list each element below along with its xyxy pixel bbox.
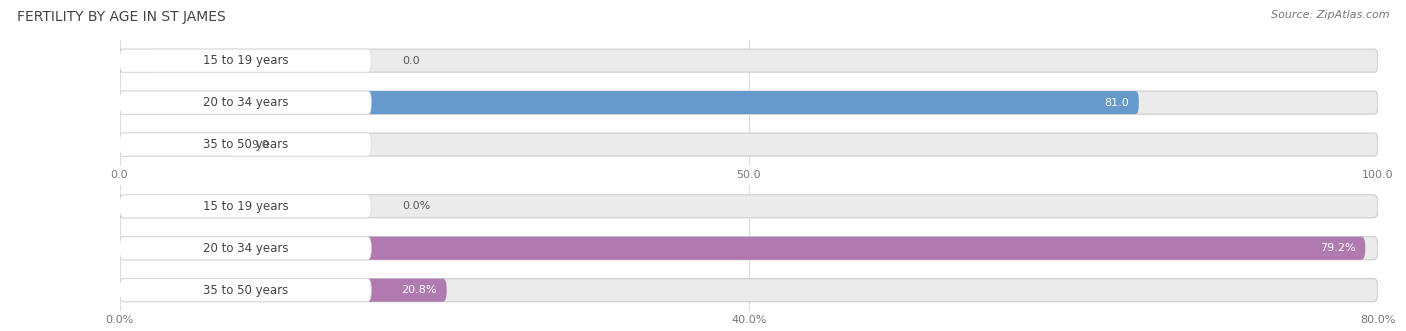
FancyBboxPatch shape	[120, 91, 371, 114]
Text: 35 to 50 years: 35 to 50 years	[202, 284, 288, 297]
Text: 81.0: 81.0	[1104, 98, 1129, 108]
Text: Source: ZipAtlas.com: Source: ZipAtlas.com	[1271, 10, 1389, 20]
Text: 15 to 19 years: 15 to 19 years	[202, 54, 288, 67]
FancyBboxPatch shape	[120, 279, 447, 302]
FancyBboxPatch shape	[120, 133, 1378, 156]
FancyBboxPatch shape	[120, 49, 1378, 72]
Text: 20 to 34 years: 20 to 34 years	[202, 242, 288, 255]
FancyBboxPatch shape	[120, 133, 233, 156]
FancyBboxPatch shape	[120, 237, 1378, 260]
FancyBboxPatch shape	[120, 91, 1378, 114]
Text: 0.0: 0.0	[402, 56, 420, 66]
Text: 0.0%: 0.0%	[402, 201, 430, 211]
Text: 79.2%: 79.2%	[1320, 243, 1355, 253]
FancyBboxPatch shape	[120, 195, 1378, 218]
FancyBboxPatch shape	[120, 237, 1365, 260]
FancyBboxPatch shape	[120, 279, 1378, 302]
FancyBboxPatch shape	[120, 133, 371, 156]
FancyBboxPatch shape	[120, 237, 371, 260]
FancyBboxPatch shape	[120, 195, 150, 218]
FancyBboxPatch shape	[120, 195, 371, 218]
FancyBboxPatch shape	[120, 49, 150, 72]
Text: 15 to 19 years: 15 to 19 years	[202, 200, 288, 213]
Text: 9.0: 9.0	[252, 140, 270, 150]
Text: 35 to 50 years: 35 to 50 years	[202, 138, 288, 151]
FancyBboxPatch shape	[120, 279, 371, 302]
Text: FERTILITY BY AGE IN ST JAMES: FERTILITY BY AGE IN ST JAMES	[17, 10, 225, 24]
FancyBboxPatch shape	[120, 91, 1139, 114]
Text: 20 to 34 years: 20 to 34 years	[202, 96, 288, 109]
Text: 20.8%: 20.8%	[401, 285, 437, 295]
FancyBboxPatch shape	[120, 49, 371, 72]
